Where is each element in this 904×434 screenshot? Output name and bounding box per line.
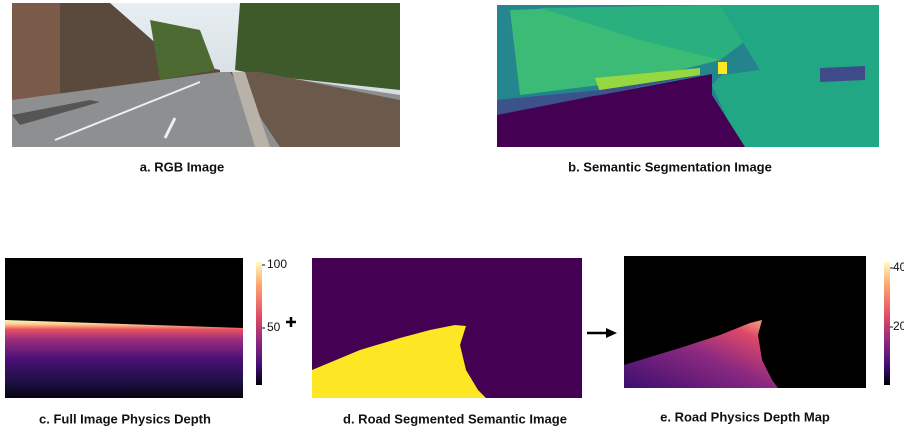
road-depth-image — [624, 256, 866, 388]
colorbar-label: 40 — [893, 260, 904, 274]
caption: e. Road Physics Depth Map — [660, 409, 830, 424]
caption: d. Road Segmented Semantic Image — [343, 411, 567, 426]
rgb-image — [12, 3, 400, 147]
caption: a. RGB Image — [140, 159, 225, 174]
colorbar-label: 50 — [267, 320, 281, 334]
plus-sign — [286, 317, 296, 327]
colorbar — [256, 262, 262, 385]
caption: b. Semantic Segmentation Image — [568, 159, 772, 174]
road-segmentation-image — [312, 258, 582, 398]
figure: a. RGB Image b. Semantic Segmentation Im… — [0, 0, 904, 434]
colorbar-label: 100 — [267, 257, 287, 271]
colorbar-label: 20 — [893, 319, 904, 333]
segmentation-image — [497, 5, 879, 147]
colorbar — [884, 262, 890, 385]
arrow — [587, 328, 617, 338]
caption: c. Full Image Physics Depth — [39, 411, 211, 426]
depth-image — [5, 258, 243, 398]
